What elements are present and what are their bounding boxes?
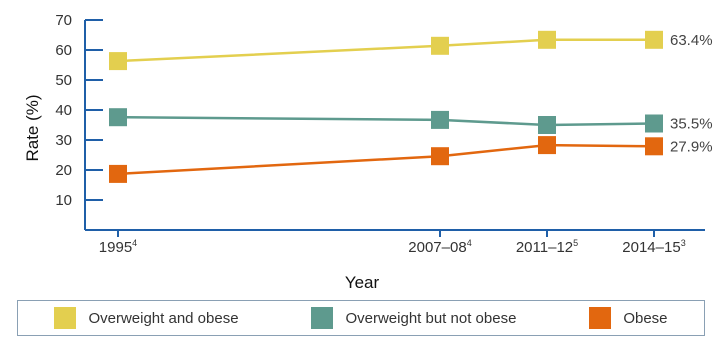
chart-legend: Overweight and obese Overweight but not … [17,300,705,336]
data-point [645,30,663,49]
x-tick-label: 19954 [99,238,137,256]
y-tick-label: 50 [55,72,72,89]
legend-label: Overweight but not obese [345,309,517,327]
data-point [645,114,663,133]
x-tick-label: 2007–084 [408,238,471,256]
legend-label: Obese [623,309,668,327]
data-point [109,164,127,183]
data-point [431,147,449,166]
series-line [117,143,655,176]
end-value-label: 63.4% [670,32,713,49]
series-line [117,38,654,63]
end-value-label: 35.5% [670,116,713,133]
data-point [645,137,663,156]
legend-swatch [311,307,334,329]
chart-series [109,30,663,183]
data-point [538,136,556,155]
data-point [538,30,556,49]
legend-item-overweight-and-obese: Overweight and obese [54,307,239,329]
legend-swatch [54,307,77,329]
data-point [538,116,556,134]
legend-swatch [589,307,612,329]
end-value-label: 27.9% [670,138,713,155]
x-tick-label: 2011–125 [516,238,578,256]
line-chart: 10 20 30 40 50 60 70 19954 2007–084 2011–125 2014–… [23,12,713,292]
data-point [431,36,449,55]
data-point [109,52,127,71]
legend-item-obese: Obese [589,307,668,329]
y-tick-label: 20 [55,162,72,179]
chart-axes: 10 20 30 40 50 60 70 19954 2007–084 2011–125 2014–… [55,12,705,256]
legend-item-overweight-not-obese: Overweight but not obese [311,307,516,329]
y-tick-label: 10 [55,192,72,209]
y-tick-label: 60 [55,42,72,59]
y-tick-label: 70 [55,12,72,29]
data-point [109,108,127,127]
series-line [117,115,655,127]
y-tick-label: 30 [55,132,72,149]
legend-label: Overweight and obese [88,309,239,327]
x-tick-label: 2014–153 [622,238,685,256]
y-axis-title: Rate (%) [23,94,42,161]
data-point [431,110,449,129]
chart-labels: 63.4% 35.5% 27.9% [670,32,713,156]
x-axis-title: Year [345,273,380,292]
y-tick-label: 40 [55,102,72,119]
